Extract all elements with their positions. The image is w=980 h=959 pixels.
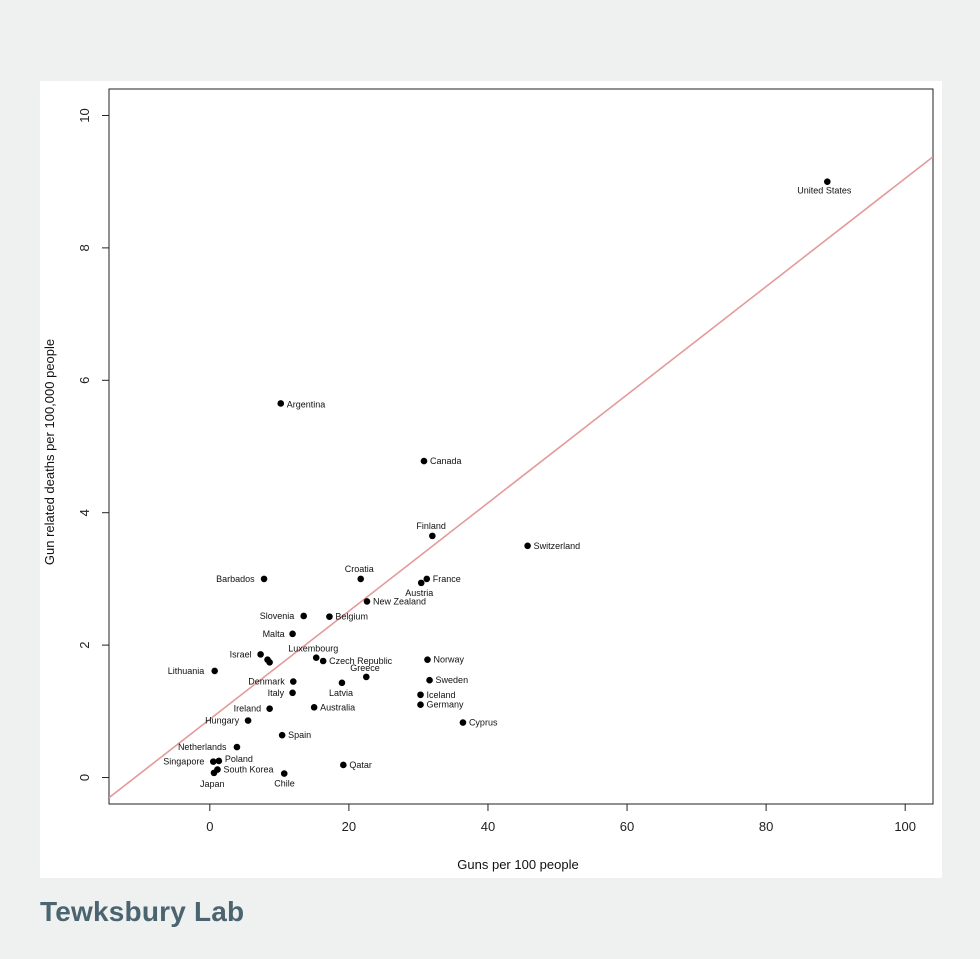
point-label: Denmark <box>248 677 285 687</box>
data-point <box>357 575 365 583</box>
data-point <box>244 717 252 724</box>
y-tick-label-8: 8 <box>77 244 92 251</box>
point-label: Croatia <box>345 564 374 574</box>
point-label: Chile <box>274 779 295 789</box>
y-tick-label-2: 2 <box>77 641 92 648</box>
data-point <box>363 598 371 605</box>
point-label: Australia <box>320 702 355 712</box>
y-axis-label: Gun related deaths per 100,000 people <box>42 339 57 565</box>
point-label: Netherlands <box>178 742 227 752</box>
x-tick-label-80: 80 <box>759 819 773 834</box>
data-point <box>362 673 370 681</box>
x-tick-label-0: 0 <box>206 819 213 834</box>
data-point <box>312 654 320 661</box>
data-point <box>289 689 296 697</box>
point-label: Singapore <box>163 757 204 767</box>
data-point <box>260 575 268 583</box>
data-point <box>266 659 273 666</box>
data-point <box>289 630 296 638</box>
data-point <box>340 761 347 769</box>
point-label: Czech Republic <box>329 656 393 666</box>
point-label: Switzerland <box>534 541 581 551</box>
point-label: Italy <box>268 688 285 698</box>
y-tick-label-4: 4 <box>77 509 92 516</box>
point-label: Greece <box>350 663 380 673</box>
chart-card: 0 20 40 60 80 100 0 2 4 6 8 10 United States Argenti… <box>40 81 942 878</box>
point-label: Norway <box>433 655 464 665</box>
point-label: Israel <box>230 649 252 659</box>
data-point <box>280 770 288 777</box>
point-label: New Zealand <box>373 596 426 606</box>
x-tick-label-40: 40 <box>481 819 495 834</box>
data-point <box>420 457 428 465</box>
data-point <box>211 667 218 675</box>
data-point <box>417 579 425 587</box>
data-point <box>278 731 286 739</box>
y-tick-label-6: 6 <box>77 377 92 384</box>
point-label: Canada <box>430 456 462 466</box>
data-point <box>417 691 424 699</box>
point-label: Germany <box>427 700 465 710</box>
point-label: Spain <box>288 730 311 740</box>
point-label: Japan <box>200 779 225 789</box>
x-axis-label: Guns per 100 people <box>457 857 578 872</box>
data-point <box>824 178 831 185</box>
brand-name: Tewksbury Lab <box>40 896 245 927</box>
data-point <box>233 743 241 751</box>
trend-line <box>109 156 933 799</box>
data-point <box>210 769 218 777</box>
point-label: Austria <box>405 588 433 598</box>
point-label: Slovenia <box>260 611 295 621</box>
data-point <box>319 657 327 665</box>
data-point <box>257 651 264 658</box>
point-label: Sweden <box>436 675 469 685</box>
point-label: Argentina <box>287 399 326 409</box>
point-label: Latvia <box>329 688 353 698</box>
data-point <box>417 701 424 708</box>
data-point <box>338 679 346 687</box>
point-label: United States <box>797 186 852 196</box>
point-label: Hungary <box>205 716 240 726</box>
data-point <box>277 400 285 407</box>
plot-frame <box>108 88 934 805</box>
point-label: Iceland <box>427 690 456 700</box>
y-tick-label-10: 10 <box>77 108 92 122</box>
point-label: Barbados <box>216 574 255 584</box>
point-label: Poland <box>225 754 253 764</box>
data-point <box>524 542 531 550</box>
point-label: Finland <box>416 521 446 531</box>
data-point <box>266 705 273 712</box>
point-label: Ireland <box>234 704 262 714</box>
data-point <box>210 758 217 765</box>
point-label: France <box>433 574 461 584</box>
point-label: Cyprus <box>469 718 498 728</box>
x-tick-label-20: 20 <box>342 819 356 834</box>
data-point <box>289 678 297 685</box>
y-tick-label-0: 0 <box>77 774 92 781</box>
data-point <box>426 676 433 684</box>
data-point <box>326 613 333 620</box>
point-label: Malta <box>263 629 285 639</box>
data-point <box>459 719 467 726</box>
data-point <box>215 757 223 765</box>
scatter-chart: 0 20 40 60 80 100 0 2 4 6 8 10 United States Argenti… <box>42 88 934 872</box>
data-point <box>429 532 436 540</box>
x-tick-label-60: 60 <box>620 819 634 834</box>
data-point <box>300 612 308 620</box>
point-label: Luxembourg <box>288 644 338 654</box>
x-tick-label-100: 100 <box>894 819 916 834</box>
point-label: Belgium <box>335 612 368 622</box>
data-point <box>310 704 318 711</box>
point-label: Lithuania <box>168 666 205 676</box>
data-point <box>423 575 431 583</box>
data-point <box>424 656 431 663</box>
point-label: Qatar <box>349 760 372 770</box>
point-label: South Korea <box>223 765 273 775</box>
